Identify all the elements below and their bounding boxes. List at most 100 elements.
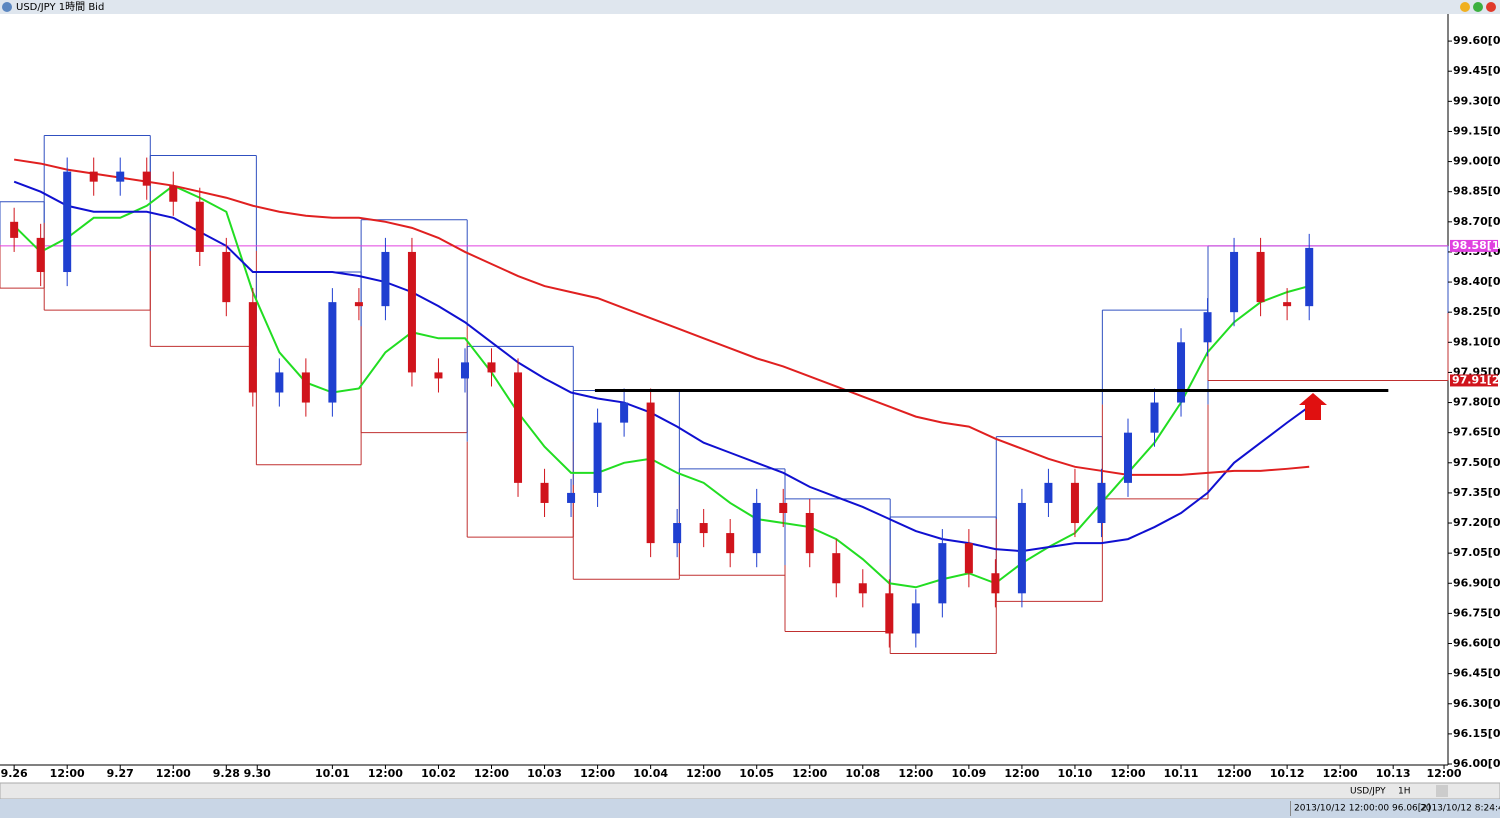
x-tick-label: 12:00 <box>686 767 721 780</box>
candle-body <box>1305 247 1314 307</box>
candle-body <box>540 482 549 503</box>
x-tick-label: 10.11 <box>1164 767 1199 780</box>
candle-body <box>620 402 629 423</box>
x-tick-label: 12:00 <box>1323 767 1358 780</box>
symbol-selector[interactable]: USD/JPY <box>1350 787 1386 797</box>
candle-body <box>805 512 814 554</box>
candle-body <box>116 171 125 182</box>
candle-body <box>487 362 496 373</box>
y-tick-label: 97.80[0] <box>1453 396 1500 409</box>
x-tick-label: 10.04 <box>633 767 668 780</box>
candle-body <box>248 302 257 393</box>
candle-body <box>938 543 947 604</box>
x-tick-label: 10.09 <box>951 767 986 780</box>
candle-body <box>911 603 920 634</box>
level-tag <box>1450 239 1498 252</box>
plot <box>0 134 1449 655</box>
y-tick-label: 97.35[0] <box>1453 486 1500 499</box>
close-button[interactable] <box>1486 2 1496 12</box>
candle-body <box>10 221 19 238</box>
y-tick-label: 98.25[0] <box>1453 305 1500 318</box>
candle-body <box>381 251 390 307</box>
candle-body <box>407 251 416 373</box>
x-tick-label: 12:00 <box>1217 767 1252 780</box>
x-tick-label: 9.26 <box>1 767 28 780</box>
x-tick-label: 12:00 <box>474 767 509 780</box>
y-tick-label: 96.60[0] <box>1453 637 1500 650</box>
clock: 2013/10/12 8:24:40 <box>1420 804 1500 814</box>
cursor-info: 2013/10/12 12:00:00 96.06[2] <box>1294 804 1431 814</box>
y-tick-label: 96.90[0] <box>1453 576 1500 589</box>
candle-body <box>1123 432 1132 483</box>
x-tick-label: 10.10 <box>1058 767 1093 780</box>
candle-body <box>1097 482 1106 524</box>
y-tick-label: 99.45[0] <box>1453 64 1500 77</box>
candle-body <box>460 362 469 379</box>
candle-body <box>567 492 576 503</box>
candle-body <box>36 237 45 273</box>
title-bar <box>0 0 1500 14</box>
scrollbar[interactable] <box>0 782 1500 800</box>
candle-body <box>222 251 231 303</box>
candle-body <box>301 372 310 403</box>
x-tick-label: 12:00 <box>156 767 191 780</box>
candle-body <box>1070 482 1079 524</box>
level-label: 98.58[1] <box>1452 239 1500 252</box>
x-tick-label: 12:00 <box>580 767 615 780</box>
timeframe-selector[interactable]: 1H <box>1398 787 1411 797</box>
candle-body <box>89 171 98 182</box>
moving-average <box>13 158 1310 476</box>
app-icon <box>2 2 12 12</box>
level-label: 97.91[2] <box>1452 373 1500 386</box>
candle-body <box>726 533 735 554</box>
x-tick-label: 10.01 <box>315 767 350 780</box>
x-tick-label: 12:00 <box>368 767 403 780</box>
y-tick-label: 97.50[0] <box>1453 456 1500 469</box>
candle-body <box>699 523 708 534</box>
candle-body <box>354 302 363 307</box>
moving-average <box>13 184 1310 589</box>
y-tick-label: 99.60[0] <box>1453 34 1500 47</box>
y-tick-label: 97.65[0] <box>1453 426 1500 439</box>
x-tick-label: 12:00 <box>50 767 85 780</box>
y-tick-label: 98.70[0] <box>1453 215 1500 228</box>
moving-average <box>13 180 1310 553</box>
axes: 99.60[0] 99.45[0] 99.30[0] 99.15[0] 99.00[0]… <box>1 34 1500 780</box>
level-tag <box>1450 374 1498 387</box>
y-tick-label: 96.15[0] <box>1453 727 1500 740</box>
candle-body <box>275 372 284 393</box>
minimize-button[interactable] <box>1460 2 1470 12</box>
y-tick-label: 97.20[0] <box>1453 516 1500 529</box>
up-arrow <box>1299 393 1327 420</box>
x-tick-label: 10.13 <box>1376 767 1411 780</box>
candle-body <box>63 171 72 273</box>
candle-body <box>1256 251 1265 303</box>
x-tick-label: 12:00 <box>792 767 827 780</box>
y-tick-label: 99.30[0] <box>1453 94 1500 107</box>
candle-body <box>195 201 204 252</box>
x-tick-label: 12:00 <box>1004 767 1039 780</box>
maximize-button[interactable] <box>1473 2 1483 12</box>
x-tick-label: 10.08 <box>845 767 880 780</box>
x-tick-label: 9.28 <box>213 767 240 780</box>
candle-body <box>885 593 894 634</box>
y-tick-label: 96.75[0] <box>1453 606 1500 619</box>
candle-body <box>1044 482 1053 503</box>
x-tick-label: 12:00 <box>1427 767 1462 780</box>
candle-body <box>752 502 761 554</box>
y-tick-label: 98.85[0] <box>1453 185 1500 198</box>
window-title: USD/JPY 1時間 Bid <box>16 1 104 13</box>
scroll-thumb[interactable] <box>1436 785 1448 797</box>
candle-body <box>991 573 1000 594</box>
status-bar <box>0 799 1500 818</box>
candle-body <box>1017 502 1026 594</box>
candle-body <box>169 185 178 202</box>
x-tick-label: 12:00 <box>1110 767 1145 780</box>
separator <box>1290 801 1291 816</box>
y-tick-label: 97.05[0] <box>1453 546 1500 559</box>
y-tick-label: 96.00[0] <box>1453 757 1500 770</box>
candle-body <box>1283 302 1292 307</box>
x-tick-label: 10.03 <box>527 767 562 780</box>
candle-body <box>858 583 867 594</box>
